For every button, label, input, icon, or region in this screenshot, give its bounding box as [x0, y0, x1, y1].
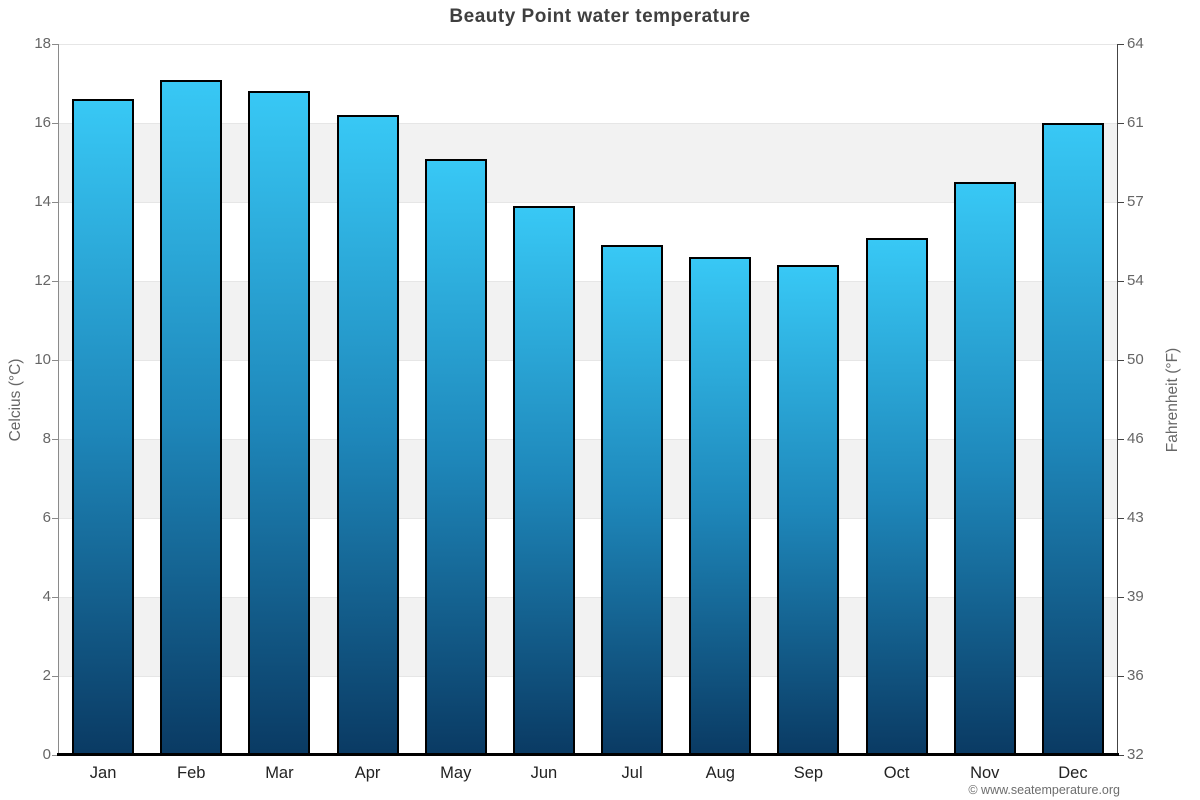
gridline [59, 44, 1117, 45]
right-tick-mark [1118, 202, 1124, 203]
gridline [59, 202, 1117, 203]
gridline [59, 518, 1117, 519]
plot-band [59, 518, 1117, 597]
bar-aug[interactable] [689, 257, 752, 755]
y-axis-label-celsius: 2 [42, 667, 51, 684]
left-tick-mark [52, 123, 58, 124]
gridline [59, 123, 1117, 124]
y-axis-label-celsius: 0 [42, 746, 51, 763]
right-tick-mark [1118, 755, 1124, 756]
x-axis-label-dec: Dec [1058, 764, 1088, 782]
left-tick-mark [52, 439, 58, 440]
y-axis-label-celsius: 10 [34, 351, 51, 368]
y-axis-label-celsius: 16 [34, 114, 51, 131]
gridline [59, 439, 1117, 440]
y-axis-label-fahrenheit: 50 [1127, 351, 1144, 368]
x-axis-label-aug: Aug [705, 764, 735, 782]
plot-area [59, 44, 1117, 755]
x-axis-label-sep: Sep [793, 764, 824, 782]
y-axis-label-celsius: 6 [42, 509, 51, 526]
right-tick-mark [1118, 281, 1124, 282]
x-axis-label-may: May [440, 764, 472, 782]
right-tick-mark [1118, 123, 1124, 124]
bar-may[interactable] [424, 158, 487, 755]
x-axis-label-mar: Mar [265, 764, 294, 782]
y-axis-label-fahrenheit: 64 [1127, 35, 1144, 52]
left-tick-mark [52, 597, 58, 598]
x-axis-label-oct: Oct [883, 764, 910, 782]
x-axis-label-feb: Feb [177, 764, 206, 782]
plot-band [59, 44, 1117, 123]
plot-band [59, 123, 1117, 202]
y-axis-label-celsius: 18 [34, 35, 51, 52]
bar-feb[interactable] [160, 79, 223, 755]
x-axis-label-jun: Jun [530, 764, 558, 782]
right-tick-mark [1118, 360, 1124, 361]
left-tick-mark [52, 44, 58, 45]
right-tick-mark [1118, 439, 1124, 440]
plot-band [59, 597, 1117, 676]
bar-dec[interactable] [1041, 123, 1104, 755]
copyright-watermark: © www.seatemperature.org [968, 783, 1120, 797]
right-tick-mark [1118, 676, 1124, 677]
bar-sep[interactable] [777, 265, 840, 755]
y-axis-label-celsius: 8 [42, 430, 51, 447]
x-axis-label-nov: Nov [970, 764, 1000, 782]
chart-title: Beauty Point water temperature [449, 6, 751, 27]
gridline [59, 597, 1117, 598]
bar-apr[interactable] [336, 115, 399, 755]
bar-jul[interactable] [601, 245, 664, 755]
bar-jan[interactable] [72, 99, 135, 755]
x-axis-label-apr: Apr [354, 764, 381, 782]
y-axis-label-fahrenheit: 43 [1127, 509, 1144, 526]
left-tick-mark [52, 676, 58, 677]
right-tick-mark [1118, 44, 1124, 45]
x-axis-label-jul: Jul [621, 764, 643, 782]
y-axis-label-fahrenheit: 61 [1127, 114, 1144, 131]
bar-mar[interactable] [248, 91, 311, 755]
plot-band [59, 202, 1117, 281]
left-tick-mark [52, 360, 58, 361]
bar-nov[interactable] [953, 182, 1016, 755]
left-tick-mark [52, 755, 58, 756]
left-axis-title: Celcius (°C) [7, 358, 24, 442]
left-axis-line [58, 44, 59, 755]
right-tick-mark [1118, 597, 1124, 598]
y-axis-label-celsius: 12 [34, 272, 51, 289]
y-axis-label-fahrenheit: 32 [1127, 746, 1144, 763]
plot-band [59, 676, 1117, 755]
plot-band [59, 281, 1117, 360]
left-tick-mark [52, 202, 58, 203]
plot-band [59, 439, 1117, 518]
bar-jun[interactable] [512, 205, 575, 755]
bar-oct[interactable] [865, 237, 928, 755]
right-tick-mark [1118, 518, 1124, 519]
y-axis-label-celsius: 4 [42, 588, 51, 605]
left-tick-mark [52, 518, 58, 519]
x-axis-label-jan: Jan [89, 764, 117, 782]
gridline [59, 281, 1117, 282]
plot-band [59, 360, 1117, 439]
gridline [59, 676, 1117, 677]
right-axis-line [1117, 44, 1118, 755]
y-axis-label-fahrenheit: 46 [1127, 430, 1144, 447]
bottom-axis-line [57, 753, 1119, 756]
gridline [59, 360, 1117, 361]
y-axis-label-fahrenheit: 36 [1127, 667, 1144, 684]
y-axis-label-fahrenheit: 57 [1127, 193, 1144, 210]
y-axis-label-fahrenheit: 39 [1127, 588, 1144, 605]
y-axis-label-celsius: 14 [34, 193, 51, 210]
y-axis-label-fahrenheit: 54 [1127, 272, 1144, 289]
left-tick-mark [52, 281, 58, 282]
